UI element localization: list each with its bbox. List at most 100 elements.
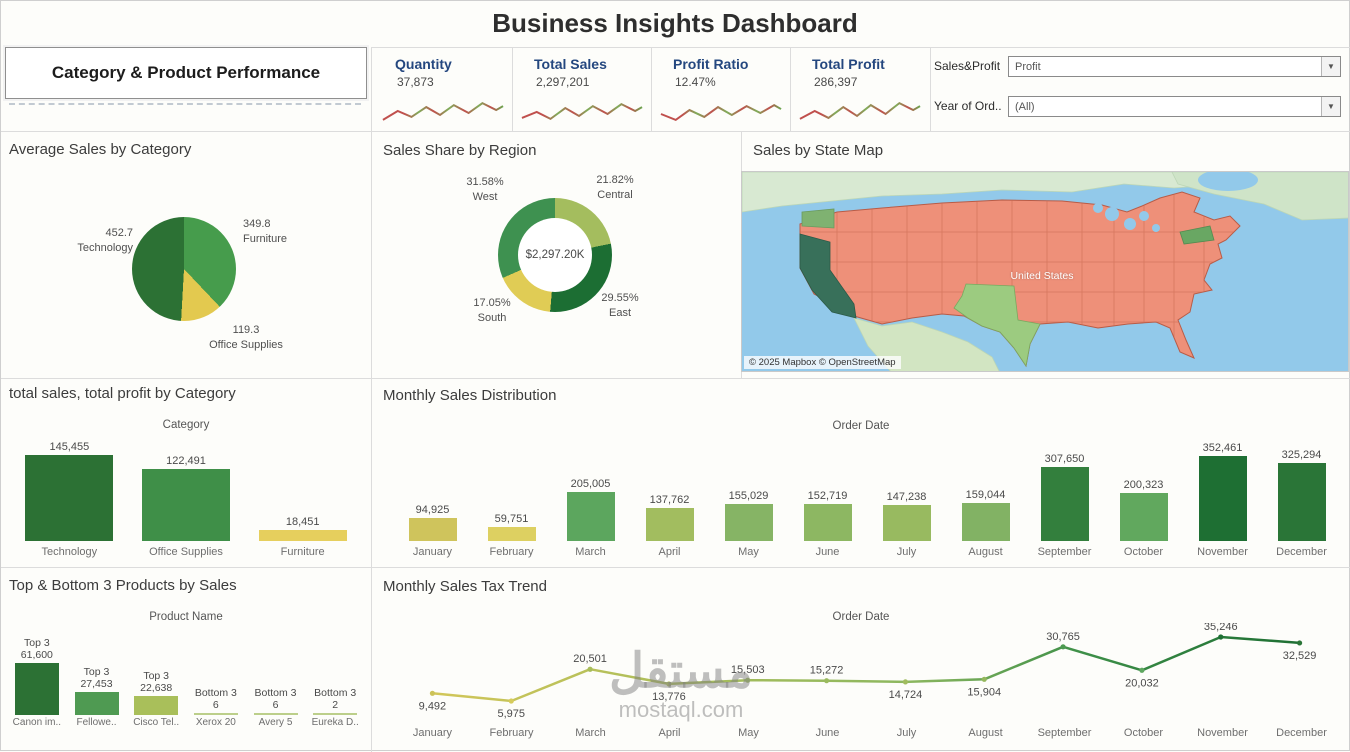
point-value-label: 15,272 <box>810 665 844 677</box>
kpi-label: Total Profit <box>812 56 885 72</box>
line-point[interactable] <box>1296 640 1303 646</box>
category-label: Fellowe.. <box>76 717 117 728</box>
sales-profit-select[interactable]: Profit ▼ <box>1008 56 1341 77</box>
bar-value-label: 6 <box>272 699 279 711</box>
category-label: April <box>658 546 681 558</box>
bar[interactable] <box>193 713 238 715</box>
line-point[interactable] <box>1060 644 1066 650</box>
kpi-sparkline <box>799 101 921 120</box>
line-point[interactable] <box>508 698 514 704</box>
category-label: April <box>658 727 681 739</box>
point-value-label: 13,776 <box>652 691 686 703</box>
bar[interactable] <box>14 663 59 715</box>
kpi-profit-ratio[interactable]: Profit Ratio 12.47% <box>651 47 790 131</box>
donut-label-central: 21.82% Central <box>596 174 634 201</box>
bar-value-label: 200,323 <box>1123 479 1164 491</box>
bar[interactable] <box>258 530 347 541</box>
bar[interactable] <box>313 713 358 715</box>
chevron-down-icon[interactable]: ▼ <box>1321 57 1340 76</box>
bar-value-label: 27,453 <box>80 678 113 690</box>
category-label: June <box>815 727 840 739</box>
bar[interactable] <box>882 505 931 541</box>
region-donut[interactable]: $2,297.20K <box>498 198 612 312</box>
point-value-label: 5,975 <box>497 708 525 720</box>
bar[interactable] <box>134 696 179 715</box>
bar-column: Top 3 27,453 <box>67 627 127 715</box>
line-point[interactable] <box>587 666 593 672</box>
bar-column: Top 3 61,600 <box>7 627 67 715</box>
sales-profit-filter-label: Sales&Profit <box>934 59 1001 73</box>
category-label: Cisco Tel.. <box>133 717 180 728</box>
map-country-label: United States <box>1010 270 1074 282</box>
line-point[interactable] <box>902 679 909 685</box>
bar[interactable] <box>1198 456 1247 541</box>
tax-trend-line-chart[interactable]: 9,492 5,975 20,501 13,776 15,503 15,272 14,724… <box>373 623 1349 727</box>
trend-line[interactable] <box>432 635 1300 703</box>
kpi-total-sales[interactable]: Total Sales 2,297,201 <box>512 47 651 131</box>
year-select[interactable]: (All) ▼ <box>1008 96 1341 117</box>
category-label: Furniture <box>280 546 325 558</box>
category-label: Avery 5 <box>258 717 293 728</box>
divider <box>790 47 791 131</box>
category-label: October <box>1123 546 1164 558</box>
bar[interactable] <box>25 455 114 541</box>
kpi-quantity[interactable]: Quantity 37,873 <box>373 47 512 131</box>
point-value-label: 14,724 <box>889 689 923 701</box>
line-point[interactable] <box>429 690 436 696</box>
tax-trend-title: Monthly Sales Tax Trend <box>383 578 547 595</box>
donut-label-east: 29.55% East <box>601 292 639 319</box>
bar[interactable] <box>724 504 773 541</box>
bar[interactable] <box>961 503 1010 541</box>
line-point[interactable] <box>1218 634 1224 640</box>
monthly-bar-categories: January February March April May June July Augu… <box>393 546 1341 558</box>
line-point[interactable] <box>823 678 830 684</box>
line-point[interactable] <box>666 681 672 687</box>
category-label: December <box>1276 727 1327 739</box>
us-map[interactable]: United States © 2025 Mapbox © OpenStreet… <box>741 171 1349 372</box>
bar[interactable] <box>253 713 298 715</box>
chevron-down-icon[interactable]: ▼ <box>1321 97 1340 116</box>
bar-value-label: 18,451 <box>285 516 320 528</box>
line-point[interactable] <box>981 676 987 682</box>
category-pie[interactable] <box>132 217 236 321</box>
kpi-label: Profit Ratio <box>673 56 749 72</box>
tax-trend-categories: January February March April May June July Augu… <box>393 727 1341 739</box>
bar-column: 122,491 <box>128 435 245 541</box>
category-label: January <box>412 727 453 739</box>
bar[interactable] <box>1040 467 1089 541</box>
kpi-sparkline <box>521 102 643 121</box>
bar-value-label: 159,044 <box>965 489 1006 501</box>
kpi-sparkline <box>660 103 782 122</box>
bar[interactable] <box>487 527 536 541</box>
divider <box>1 378 1350 379</box>
bar[interactable] <box>1277 463 1326 541</box>
bar-column: 94,925 <box>393 435 472 541</box>
category-label: December <box>1276 546 1327 558</box>
bar[interactable] <box>566 492 615 541</box>
bar[interactable] <box>803 504 852 541</box>
donut-label-west: 31.58% West <box>466 176 504 203</box>
divider <box>512 47 513 131</box>
line-point[interactable] <box>1139 667 1145 673</box>
bar[interactable] <box>1119 493 1168 541</box>
divider <box>1 567 1350 568</box>
products-bar-categories: Canon im.. Fellowe.. Cisco Tel.. Xerox 20 Av… <box>7 717 365 728</box>
kpi-total-profit[interactable]: Total Profit 286,397 <box>790 47 929 131</box>
bar-group-label: Top 3 <box>143 670 170 682</box>
pie-label-office-supplies: 119.3 Office Supplies <box>209 324 283 351</box>
bar[interactable] <box>408 518 457 541</box>
bar-value-label: 6 <box>212 699 219 711</box>
bar-column: 59,751 <box>472 435 551 541</box>
kpi-value: 37,873 <box>397 75 434 89</box>
bar[interactable] <box>645 508 694 541</box>
bar[interactable] <box>142 469 230 541</box>
line-point[interactable] <box>745 677 751 683</box>
category-bar-categories: Technology Office Supplies Furniture <box>11 546 361 558</box>
bar-value-label: 152,719 <box>807 490 848 502</box>
bar-column: Top 3 22,638 <box>126 627 186 715</box>
kpi-sparkline <box>382 102 504 121</box>
map-attribution: © 2025 Mapbox © OpenStreetMap <box>744 356 901 369</box>
category-label: August <box>968 546 1003 558</box>
bar[interactable] <box>74 692 119 715</box>
